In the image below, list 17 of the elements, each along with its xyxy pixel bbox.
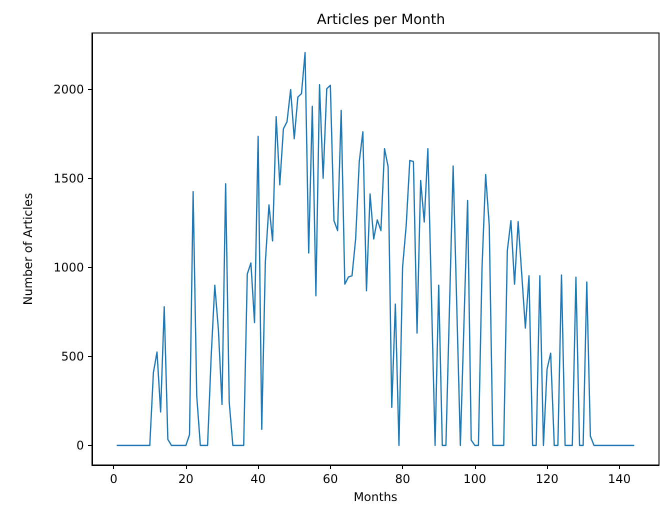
x-tick-label: 20	[178, 472, 194, 486]
x-tick-label: 140	[608, 472, 631, 486]
y-tick-label: 500	[61, 349, 84, 364]
x-tick-label: 100	[463, 472, 486, 486]
x-axis-title: Months	[354, 490, 398, 504]
x-tick-label: 40	[250, 472, 266, 486]
chart-title: Articles per Month	[316, 12, 446, 28]
y-tick-label: 2000	[53, 82, 84, 96]
line-series	[116, 52, 634, 446]
x-tick-label: 0	[110, 472, 118, 486]
x-tick-label: 80	[394, 472, 410, 486]
y-tick-label: 0	[76, 438, 84, 452]
x-tick-label: 60	[322, 472, 338, 486]
y-axis-title: Number of Articles	[21, 192, 35, 306]
y-tick-label: 1000	[53, 260, 84, 274]
x-tick-label: 120	[536, 472, 558, 486]
y-tick-label: 1500	[53, 171, 84, 186]
